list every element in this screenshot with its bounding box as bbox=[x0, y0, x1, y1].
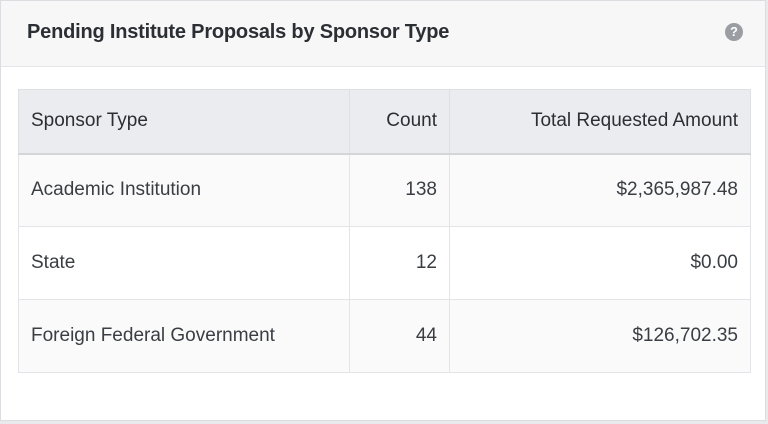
count-cell: 12 bbox=[349, 226, 450, 300]
column-header-total-requested-amount[interactable]: Total Requested Amount bbox=[449, 89, 751, 155]
sponsor-type-cell: Foreign Federal Government bbox=[18, 299, 350, 373]
table-row: State 12 $0.00 bbox=[18, 226, 751, 300]
sponsor-type-table: Sponsor Type Count Total Requested Amoun… bbox=[18, 89, 751, 373]
help-icon[interactable]: ? bbox=[725, 23, 743, 41]
amount-cell: $0.00 bbox=[449, 226, 751, 300]
count-cell: 44 bbox=[349, 299, 450, 373]
table-row: Foreign Federal Government 44 $126,702.3… bbox=[18, 299, 751, 373]
card-body: Sponsor Type Count Total Requested Amoun… bbox=[1, 67, 765, 373]
count-cell: 138 bbox=[349, 153, 450, 227]
card-title: Pending Institute Proposals by Sponsor T… bbox=[27, 21, 450, 43]
table-row: Academic Institution 138 $2,365,987.48 bbox=[18, 153, 751, 227]
column-header-sponsor-type[interactable]: Sponsor Type bbox=[18, 89, 350, 155]
amount-cell: $126,702.35 bbox=[449, 299, 751, 373]
card-header: Pending Institute Proposals by Sponsor T… bbox=[1, 1, 765, 67]
column-header-count[interactable]: Count bbox=[349, 89, 450, 155]
table-header-row: Sponsor Type Count Total Requested Amoun… bbox=[18, 89, 751, 155]
amount-cell: $2,365,987.48 bbox=[449, 153, 751, 227]
sponsor-type-cell: Academic Institution bbox=[18, 153, 350, 227]
sponsor-type-cell: State bbox=[18, 226, 350, 300]
